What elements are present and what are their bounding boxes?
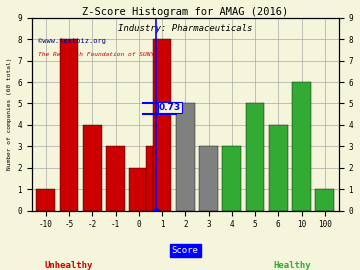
Bar [315, 189, 334, 211]
Bar [146, 146, 155, 211]
Bar [292, 82, 311, 211]
Title: Z-Score Histogram for AMAG (2016): Z-Score Histogram for AMAG (2016) [82, 7, 288, 17]
Bar [246, 103, 264, 211]
Bar [199, 146, 218, 211]
Text: Score: Score [172, 246, 199, 255]
Text: 0.73: 0.73 [158, 103, 181, 112]
Bar [106, 146, 125, 211]
Y-axis label: Number of companies (60 total): Number of companies (60 total) [7, 58, 12, 170]
Bar [181, 168, 190, 211]
Bar [60, 39, 78, 211]
Text: Industry: Pharmaceuticals: Industry: Pharmaceuticals [118, 24, 252, 33]
Bar [83, 125, 102, 211]
Bar [269, 125, 288, 211]
Text: Unhealthy: Unhealthy [45, 261, 93, 270]
Text: The Research Foundation of SUNY: The Research Foundation of SUNY [38, 52, 154, 57]
Bar [130, 168, 148, 211]
Bar [222, 146, 241, 211]
Bar [153, 39, 171, 211]
Text: Healthy: Healthy [274, 261, 311, 270]
Bar [36, 189, 55, 211]
Text: ©www.textbiz.org: ©www.textbiz.org [38, 38, 106, 44]
Bar [176, 103, 194, 211]
